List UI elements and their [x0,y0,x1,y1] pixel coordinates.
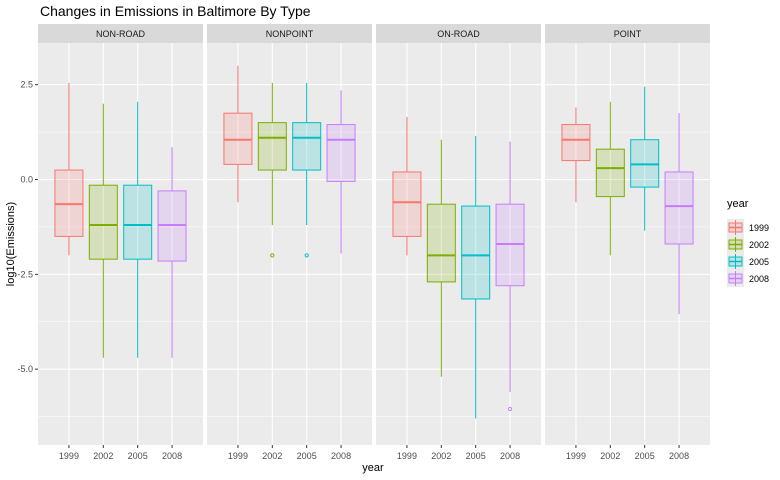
panel-background [38,43,203,445]
facet-strip [207,24,372,43]
facet-strip-label: ON-ROAD [437,29,480,39]
x-tick-label: 1999 [566,451,586,461]
x-tick-label: 1999 [228,451,248,461]
facet-strip-label: NON-ROAD [96,29,145,39]
box-nonpoint-2005 [292,82,322,258]
box-on-road-1999 [392,116,422,256]
x-tick-label: 2008 [162,451,182,461]
box-point-2005 [630,86,660,231]
box-non-road-2002 [88,103,118,358]
box-on-road-2005 [461,135,491,419]
box-nonpoint-2008 [326,90,356,254]
legend-label: 1999 [749,223,769,233]
legend: year 1999 2002 2005 2008 [727,198,769,287]
box-point-1999 [561,107,591,203]
legend-entry-2008: 2008 [727,270,769,287]
x-tick-label: 2005 [466,451,486,461]
box-body [561,124,591,162]
box-body [88,184,118,260]
x-tick-label: 2005 [128,451,148,461]
x-tick-label: 1999 [59,451,79,461]
x-tick-label: 2008 [500,451,520,461]
facet-strip [376,24,541,43]
facet-panel-3: POINT 1999 2002 2005 2008 [545,24,710,461]
x-tick-label: 2002 [431,451,451,461]
box-body [664,171,694,245]
x-tick-label: 1999 [397,451,417,461]
facet-panel-2: ON-ROAD 1999 2002 2005 2008 [376,24,541,461]
legend-label: 2005 [749,257,769,267]
legend-label: 2002 [749,240,769,250]
facet-strip [545,24,710,43]
panel-background [207,43,372,445]
x-tick-label: 2008 [669,451,689,461]
box-nonpoint-1999 [223,65,253,203]
legend-title: year [727,198,749,210]
box-point-2008 [664,113,694,315]
facet-panels: NON-ROAD 1999 2002 2005 2008 NONPOINT 1999 2002… [17,24,710,461]
y-axis-label: log10(Emissions) [5,202,17,286]
legend-label: 2008 [749,274,769,284]
x-tick-label: 2002 [262,451,282,461]
box-body [326,124,356,182]
y-tick-label: -2.5 [17,269,33,279]
box-body [292,122,322,171]
facet-panel-0: NON-ROAD 1999 2002 2005 2008 [38,24,203,461]
x-tick-label: 2005 [635,451,655,461]
box-body [595,148,625,198]
outlier-point [507,406,513,412]
y-axis: -5.0 -2.5 0.0 2.5 [17,80,38,374]
x-tick-label: 2008 [331,451,351,461]
facet-panel-1: NONPOINT 1999 2002 2005 2008 [207,24,372,461]
legend-entry-2002: 2002 [727,236,769,253]
x-axis-label: year [362,462,384,474]
facet-strip [38,24,203,43]
box-body [392,171,422,237]
facet-strip-label: POINT [614,29,642,39]
legend-entry-2005: 2005 [727,253,769,270]
box-non-road-2008 [157,147,187,358]
chart-title: Changes in Emissions in Baltimore By Typ… [40,3,311,19]
y-tick-label: 2.5 [20,80,33,90]
box-non-road-1999 [54,82,84,256]
y-tick-label: -5.0 [17,364,33,374]
box-on-road-2008 [495,141,525,412]
box-point-2002 [595,101,625,256]
legend-entry-1999: 1999 [727,219,769,236]
box-nonpoint-2002 [257,82,287,258]
box-body [461,205,491,300]
box-body [257,122,287,171]
y-tick-label: 0.0 [20,175,33,185]
box-non-road-2005 [123,101,153,358]
box-on-road-2002 [426,139,456,377]
box-body [123,184,153,260]
outlier-point [304,253,309,258]
box-body [426,203,456,283]
x-tick-label: 2002 [93,451,113,461]
x-tick-label: 2002 [600,451,620,461]
outlier-point [270,253,275,258]
x-tick-label: 2005 [297,451,317,461]
facet-strip-label: NONPOINT [266,29,314,39]
